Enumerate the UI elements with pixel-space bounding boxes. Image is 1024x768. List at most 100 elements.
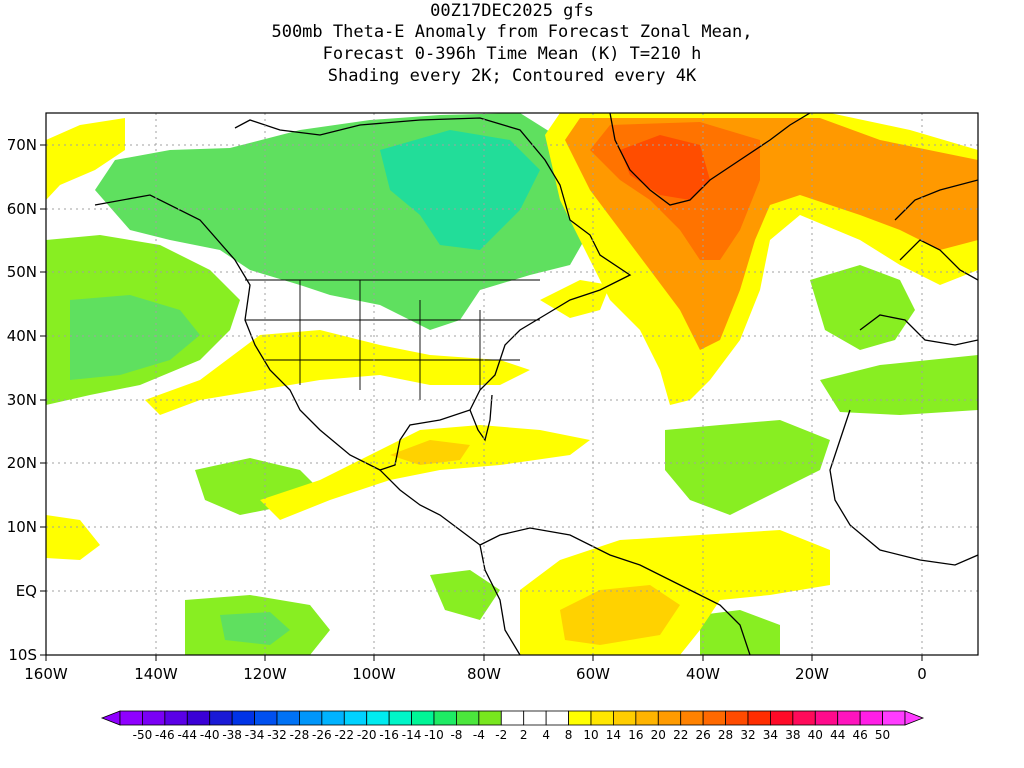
colorbar-swatch [882,710,906,726]
green-anomaly-subtropical-atlantic [820,355,978,415]
colorbar-left-arrow [100,710,121,726]
colorbar-label: -14 [402,728,422,742]
colorbar-swatch [792,710,816,726]
us-state-borders [245,279,540,400]
map-frame [45,112,979,656]
green-anomaly-south-atlantic [700,610,780,655]
colorbar-label: -16 [379,728,399,742]
title-variable: 500mb Theta-E Anomaly from Forecast Zona… [271,22,753,42]
colorbar-swatch [702,710,726,726]
lat-label: 10S [8,646,37,664]
colorbar-label: -32 [267,728,287,742]
coastlines [94,113,978,655]
colorbar-label: -28 [290,728,310,742]
colorbar-label: -44 [177,728,197,742]
colorbar-swatch [456,710,480,726]
colorbar-label: -38 [222,728,242,742]
colorbar-label: -10 [424,728,444,742]
colorbar-swatch [343,710,368,726]
yellow-anomaly-gulf-caribbean [260,425,590,520]
colorbar-swatch [523,710,547,726]
lon-label: 40W [686,665,720,683]
central-america-coastline [379,469,481,546]
colorbar-swatch [299,710,323,726]
green-anomaly-pacific-inner [70,295,200,380]
colorbar-swatch [254,710,278,726]
colorbar-swatch [209,710,233,726]
colorbar-swatch [747,710,771,726]
colorbar-swatch [859,710,883,726]
colorbar-swatch [635,710,659,726]
orange-anomaly-south-america [560,585,680,645]
colorbar: -50 -46 -44 -40 -38 -34 -32 -28 -26 -22 -20 -16 -14-… [100,710,925,742]
lat-label: 60N [7,200,37,218]
lon-label: 60W [576,665,610,683]
title-shading: Shading every 2K; Contoured every 4K [327,66,697,86]
colorbar-label: -2 [495,728,507,742]
lat-label: EQ [16,582,37,600]
colorbar-swatch [276,710,300,726]
colorbar-swatch [142,710,166,726]
anomaly-shading [46,113,978,655]
south-america-coastline [479,527,751,655]
north-america-coastline [94,117,632,471]
colorbar-label: -34 [245,728,265,742]
colorbar-label: 28 [718,728,733,742]
colorbar-label: 14 [606,728,621,742]
colorbar-swatch [725,710,749,726]
colorbar-swatch [119,710,143,726]
title-forecast: Forecast 0-396h Time Mean (K) T=210 h [322,44,702,64]
lon-label: 160W [24,665,68,683]
lon-label: 140W [134,665,178,683]
colorbar-swatch [613,710,637,726]
lat-label: 50N [7,263,37,281]
lon-label: 80W [467,665,501,683]
colorbar-label: 44 [830,728,845,742]
colorbar-swatch [366,710,390,726]
colorbar-label: -46 [155,728,175,742]
yellow-anomaly-west-pacific [46,118,125,200]
colorbar-label: 32 [740,728,755,742]
colorbar-swatch [680,710,704,726]
green-anomaly-equatorial [430,570,500,620]
lat-label: 40N [7,327,37,345]
colorbar-swatch [411,710,435,726]
colorbar-label: 26 [696,728,711,742]
colorbar-label: -26 [312,728,332,742]
colorbar-label: 34 [763,728,778,742]
colorbar-label: 10 [583,728,598,742]
title-date: 00Z17DEC2025 gfs [430,1,594,21]
red-orange-anomaly-greenland [620,135,710,200]
colorbar-swatch [478,710,502,726]
yellow-anomaly-us-southwest [145,330,530,415]
colorbar-swatch [837,710,861,726]
colorbar-swatch [388,710,412,726]
greenland-coastline [609,113,811,206]
colorbar-label: -40 [200,728,220,742]
lon-label: 120W [243,665,287,683]
colorbar-swatch [433,710,457,726]
colorbar-right-arrow [904,710,925,726]
green-anomaly-cyan [380,130,540,250]
lat-label: 20N [7,454,37,472]
green-anomaly-east-atlantic [810,265,915,350]
colorbar-label: -22 [334,728,354,742]
colorbar-label: 20 [651,728,666,742]
orange-anomaly-caribbean [390,440,470,465]
europe-coastline [859,179,978,346]
colorbar-label: 38 [785,728,800,742]
colorbar-swatch [770,710,794,726]
colorbar-label: -8 [450,728,462,742]
green-anomaly-tropical-atlantic [665,420,830,515]
colorbar-label: 8 [565,728,573,742]
colorbar-label: 22 [673,728,688,742]
colorbar-swatch [500,710,525,726]
colorbar-label: -20 [357,728,377,742]
colorbar-swatch [545,710,569,726]
colorbar-label: -4 [473,728,485,742]
colorbar-swatch [186,710,211,726]
florida-coastline [469,394,493,442]
colorbar-swatch [164,710,188,726]
colorbar-label: 50 [875,728,890,742]
colorbar-swatch [231,710,255,726]
